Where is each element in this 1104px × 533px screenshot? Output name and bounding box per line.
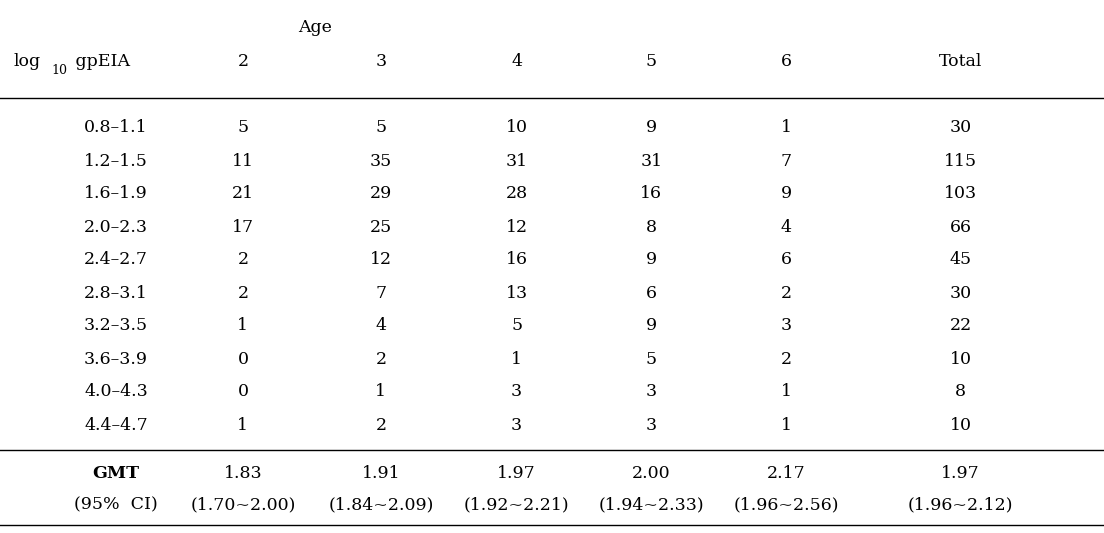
- Text: 1.97: 1.97: [941, 465, 980, 482]
- Text: 35: 35: [370, 152, 392, 169]
- Text: 8: 8: [955, 384, 966, 400]
- Text: 4.4–4.7: 4.4–4.7: [84, 416, 148, 433]
- Text: 21: 21: [232, 185, 254, 203]
- Text: 8: 8: [646, 219, 657, 236]
- Text: 16: 16: [640, 185, 662, 203]
- Text: 6: 6: [646, 285, 657, 302]
- Text: 10: 10: [949, 351, 972, 367]
- Text: 30: 30: [949, 285, 972, 302]
- Text: (1.84~2.09): (1.84~2.09): [328, 497, 434, 513]
- Text: (1.96~2.56): (1.96~2.56): [733, 497, 839, 513]
- Text: 2.00: 2.00: [633, 465, 670, 482]
- Text: 28: 28: [506, 185, 528, 203]
- Text: 2: 2: [781, 285, 792, 302]
- Text: 2.8–3.1: 2.8–3.1: [84, 285, 148, 302]
- Text: 1.83: 1.83: [224, 465, 262, 482]
- Text: 1.97: 1.97: [497, 465, 537, 482]
- Text: 9: 9: [646, 252, 657, 269]
- Text: 5: 5: [237, 119, 248, 136]
- Text: 5: 5: [646, 53, 657, 70]
- Text: 10: 10: [949, 416, 972, 433]
- Text: 16: 16: [506, 252, 528, 269]
- Text: gpEIA: gpEIA: [70, 53, 129, 70]
- Text: 3.6–3.9: 3.6–3.9: [84, 351, 148, 367]
- Text: 2: 2: [375, 416, 386, 433]
- Text: 11: 11: [232, 152, 254, 169]
- Text: 7: 7: [375, 285, 386, 302]
- Text: 2: 2: [237, 252, 248, 269]
- Text: 2: 2: [781, 351, 792, 367]
- Text: 6: 6: [781, 252, 792, 269]
- Text: 3: 3: [511, 416, 522, 433]
- Text: 2.0–2.3: 2.0–2.3: [84, 219, 148, 236]
- Text: 4.0–4.3: 4.0–4.3: [84, 384, 148, 400]
- Text: 115: 115: [944, 152, 977, 169]
- Text: 3: 3: [375, 53, 386, 70]
- Text: 4: 4: [375, 318, 386, 335]
- Text: 2.17: 2.17: [766, 465, 806, 482]
- Text: 1.6–1.9: 1.6–1.9: [84, 185, 148, 203]
- Text: 2: 2: [237, 53, 248, 70]
- Text: 31: 31: [640, 152, 662, 169]
- Text: (1.92~2.21): (1.92~2.21): [464, 497, 570, 513]
- Text: 5: 5: [375, 119, 386, 136]
- Text: 12: 12: [370, 252, 392, 269]
- Text: 30: 30: [949, 119, 972, 136]
- Text: 2.4–2.7: 2.4–2.7: [84, 252, 148, 269]
- Text: 9: 9: [646, 318, 657, 335]
- Text: 22: 22: [949, 318, 972, 335]
- Text: 1: 1: [237, 318, 248, 335]
- Text: 3: 3: [646, 416, 657, 433]
- Text: 13: 13: [506, 285, 528, 302]
- Text: 31: 31: [506, 152, 528, 169]
- Text: 0.8–1.1: 0.8–1.1: [84, 119, 148, 136]
- Text: 9: 9: [781, 185, 792, 203]
- Text: 12: 12: [506, 219, 528, 236]
- Text: (1.70~2.00): (1.70~2.00): [190, 497, 296, 513]
- Text: 2: 2: [375, 351, 386, 367]
- Text: 2: 2: [237, 285, 248, 302]
- Text: (1.94~2.33): (1.94~2.33): [598, 497, 704, 513]
- Text: 29: 29: [370, 185, 392, 203]
- Text: 1.91: 1.91: [362, 465, 400, 482]
- Text: 1: 1: [375, 384, 386, 400]
- Text: 1: 1: [511, 351, 522, 367]
- Text: 9: 9: [646, 119, 657, 136]
- Text: 1: 1: [781, 416, 792, 433]
- Text: 1: 1: [237, 416, 248, 433]
- Text: 17: 17: [232, 219, 254, 236]
- Text: 7: 7: [781, 152, 792, 169]
- Text: 45: 45: [949, 252, 972, 269]
- Text: log: log: [13, 53, 41, 70]
- Text: 10: 10: [52, 63, 67, 77]
- Text: 1.2–1.5: 1.2–1.5: [84, 152, 148, 169]
- Text: (95%  CI): (95% CI): [74, 497, 158, 513]
- Text: 1: 1: [781, 384, 792, 400]
- Text: GMT: GMT: [93, 465, 139, 482]
- Text: 3.2–3.5: 3.2–3.5: [84, 318, 148, 335]
- Text: 3: 3: [511, 384, 522, 400]
- Text: 0: 0: [237, 384, 248, 400]
- Text: Age: Age: [298, 20, 331, 36]
- Text: 1: 1: [781, 119, 792, 136]
- Text: Total: Total: [938, 53, 983, 70]
- Text: 3: 3: [646, 384, 657, 400]
- Text: 6: 6: [781, 53, 792, 70]
- Text: 5: 5: [646, 351, 657, 367]
- Text: 4: 4: [511, 53, 522, 70]
- Text: 10: 10: [506, 119, 528, 136]
- Text: 3: 3: [781, 318, 792, 335]
- Text: 0: 0: [237, 351, 248, 367]
- Text: 103: 103: [944, 185, 977, 203]
- Text: 5: 5: [511, 318, 522, 335]
- Text: 4: 4: [781, 219, 792, 236]
- Text: 25: 25: [370, 219, 392, 236]
- Text: 66: 66: [949, 219, 972, 236]
- Text: (1.96~2.12): (1.96~2.12): [907, 497, 1013, 513]
